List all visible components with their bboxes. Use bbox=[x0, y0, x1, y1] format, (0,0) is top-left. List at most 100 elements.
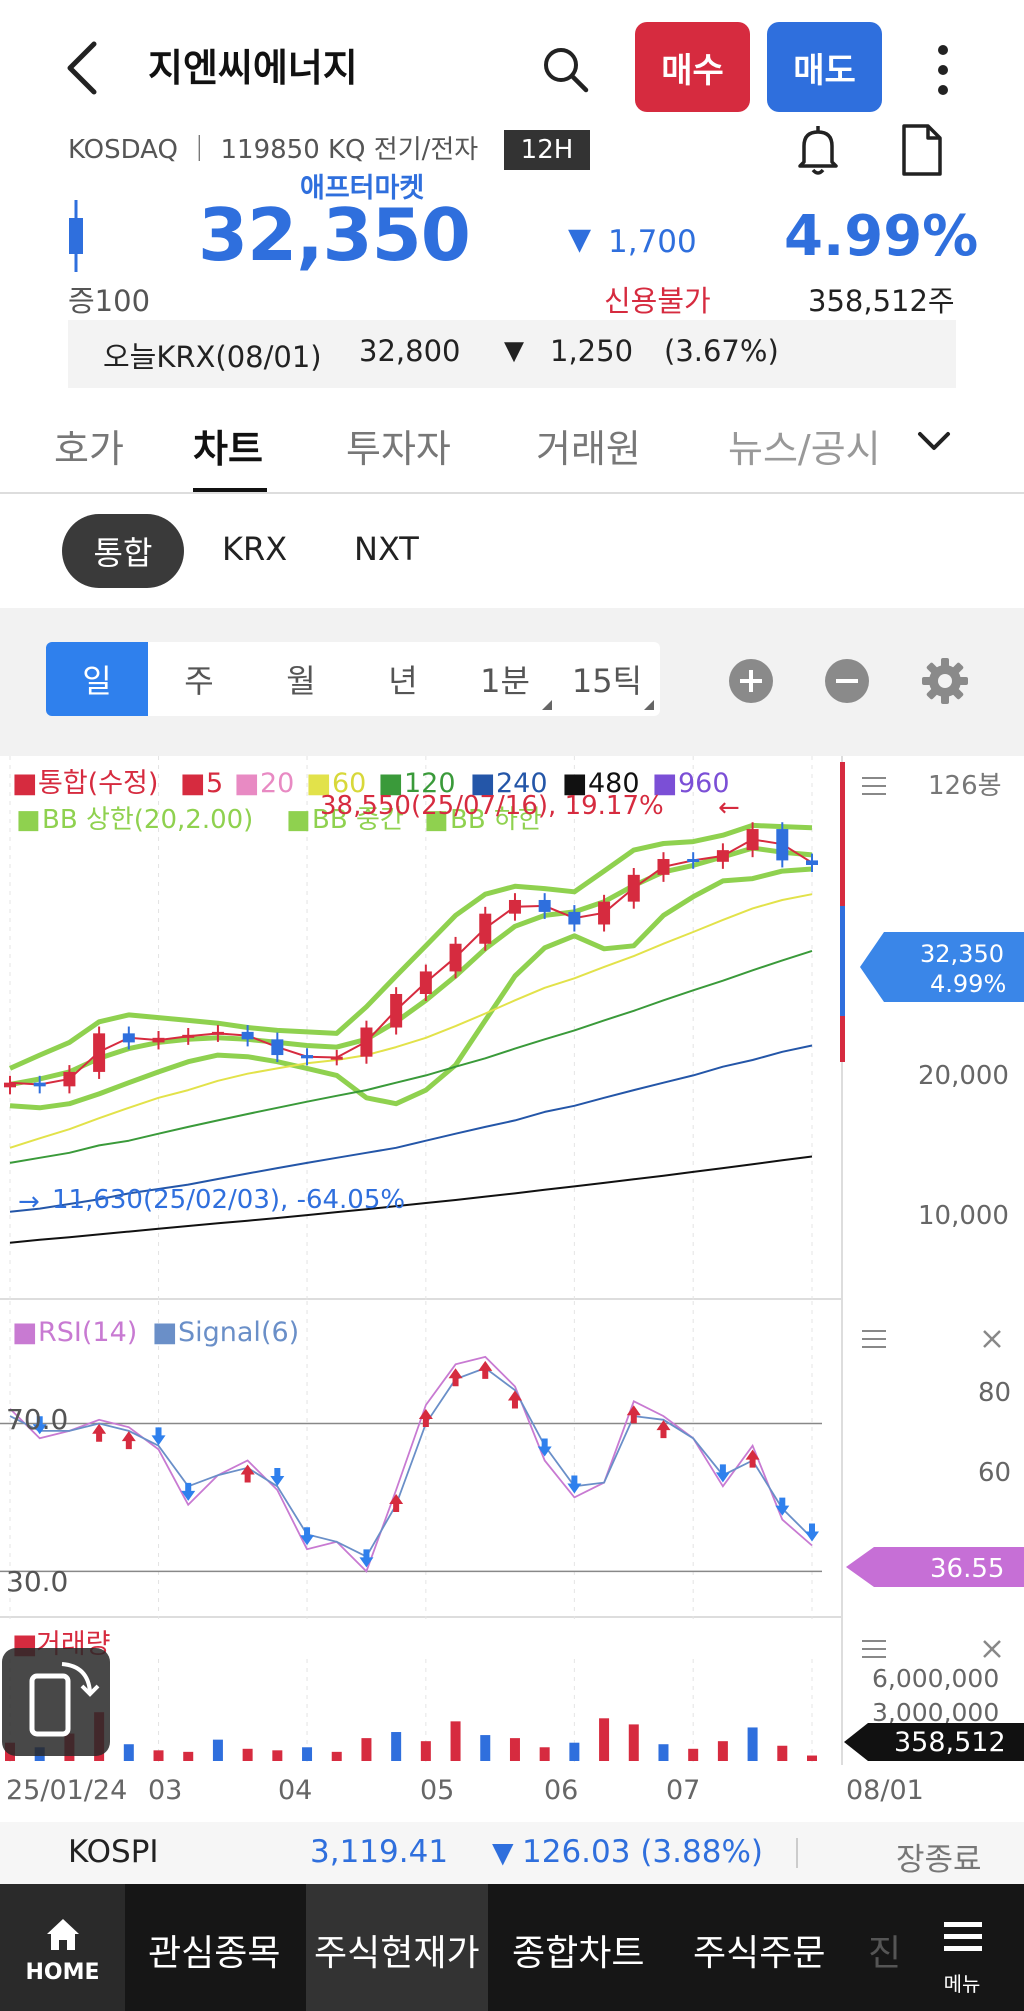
zoom-out-icon[interactable] bbox=[824, 658, 870, 704]
buy-button[interactable]: 매수 bbox=[635, 22, 750, 112]
period-day-button[interactable]: 일 bbox=[46, 642, 148, 716]
period-minute-button[interactable]: 1분 bbox=[480, 662, 530, 700]
candle-body bbox=[241, 1031, 254, 1040]
stock-name: 지엔씨에너지 bbox=[148, 46, 358, 90]
exchange-krx-button[interactable]: KRX bbox=[222, 530, 288, 568]
tab-orderbook[interactable]: 호가 bbox=[54, 427, 124, 471]
exchange-total-button[interactable]: 통합 bbox=[62, 514, 184, 588]
volume-value-tag bbox=[844, 1723, 1024, 1761]
y-tick-label: 10,000 bbox=[918, 1201, 1009, 1231]
volume-bar bbox=[331, 1751, 342, 1761]
candle-body bbox=[716, 850, 729, 862]
volume-bar bbox=[777, 1745, 788, 1761]
candle-body bbox=[806, 860, 818, 865]
volume-label: 358,512주 bbox=[808, 284, 955, 318]
buy-signal-arrow bbox=[92, 1423, 107, 1442]
candle-icon bbox=[69, 200, 83, 272]
period-week-button[interactable]: 주 bbox=[184, 662, 214, 700]
nav-home-button[interactable] bbox=[0, 1884, 125, 2011]
tab-broker[interactable]: 거래원 bbox=[536, 427, 641, 471]
series-line-BB 상한(20,2.00) bbox=[8, 822, 813, 1071]
candle-body bbox=[598, 901, 611, 925]
date-tick: 04 bbox=[278, 1775, 312, 1806]
document-icon[interactable] bbox=[898, 122, 946, 178]
volume-bar bbox=[688, 1748, 699, 1761]
nav-chart[interactable]: 종합차트 bbox=[512, 1933, 645, 1974]
series-line-120 bbox=[9, 949, 813, 1164]
series-line-240 bbox=[9, 1044, 813, 1213]
exchange-nxt-button[interactable]: NXT bbox=[354, 530, 419, 568]
y-tick-label: 80 bbox=[978, 1378, 1011, 1408]
volume-bar bbox=[807, 1755, 817, 1761]
credit-status-label: 신용불가 bbox=[604, 284, 711, 318]
price-chart[interactable]: ■ 통합(수정) ■ 5 ■ 20 ■ 60 ■ 120 ■ 240 ■ 480… bbox=[0, 756, 1024, 1301]
bell-icon[interactable] bbox=[790, 122, 846, 178]
legend-item: ■ bbox=[12, 768, 38, 799]
rotate-screen-icon[interactable] bbox=[2, 1648, 110, 1756]
tab-investor[interactable]: 투자자 bbox=[346, 427, 451, 471]
candle-body bbox=[390, 993, 403, 1028]
high-annotation: 38,550(25/07/16), 19.17% bbox=[320, 791, 664, 821]
more-vertical-icon[interactable] bbox=[925, 40, 961, 100]
rsi-chart[interactable]: ■ RSI(14) ■ Signal(6) 70.0 30.0 80 60 36… bbox=[0, 1301, 1024, 1619]
period-month-button[interactable]: 월 bbox=[286, 662, 316, 700]
candle-body bbox=[63, 1071, 76, 1087]
hamburger-icon[interactable] bbox=[862, 1330, 886, 1348]
sell-signal-arrow bbox=[151, 1427, 166, 1446]
volume-bar bbox=[569, 1742, 580, 1761]
period-tick-button[interactable]: 15틱 bbox=[571, 662, 643, 700]
volume-bar bbox=[420, 1741, 431, 1761]
candle-body bbox=[182, 1034, 195, 1038]
hamburger-icon[interactable] bbox=[862, 777, 886, 795]
nav-current-price[interactable]: 주식현재가 bbox=[314, 1933, 480, 1974]
buy-signal-arrow bbox=[507, 1390, 522, 1409]
volume-bar bbox=[391, 1732, 402, 1761]
krx-change: 1,250 bbox=[550, 334, 634, 368]
aftermarket-label: 애프터마켓 bbox=[300, 173, 425, 204]
index-ticker-bar[interactable] bbox=[0, 1822, 1024, 1884]
tab-news[interactable]: 뉴스/공시 bbox=[728, 427, 881, 471]
volume-chart[interactable]: ■ 거래량 6,000,000 3,000,000 358,512 bbox=[0, 1619, 1024, 1765]
index-name: KOSPI bbox=[68, 1834, 159, 1870]
zoom-in-icon[interactable] bbox=[728, 658, 774, 704]
volume-bar bbox=[183, 1751, 194, 1761]
change-value: 1,700 bbox=[608, 224, 697, 260]
volume-bar bbox=[302, 1747, 313, 1761]
buy-signal-arrow bbox=[240, 1464, 255, 1483]
candle-body bbox=[776, 829, 789, 861]
close-icon[interactable] bbox=[983, 1330, 1001, 1348]
bottom-navigation bbox=[0, 1884, 1024, 2011]
legend-label: 960 bbox=[678, 768, 730, 799]
legend-item: ■ bbox=[16, 805, 41, 835]
nav-watchlist[interactable]: 관심종목 bbox=[148, 1933, 281, 1974]
buy-signal-arrow bbox=[626, 1405, 641, 1424]
legend-label: Signal(6) bbox=[178, 1317, 299, 1348]
volume-bar bbox=[153, 1750, 164, 1761]
sell-button[interactable]: 매도 bbox=[767, 22, 882, 112]
hamburger-icon[interactable] bbox=[862, 1640, 886, 1658]
date-tick: 25/01/24 bbox=[6, 1775, 127, 1806]
back-chevron-icon[interactable] bbox=[58, 38, 108, 98]
nav-overflow-item[interactable]: 진 bbox=[868, 1933, 902, 1974]
sell-signal-arrow bbox=[715, 1464, 730, 1483]
tabs-divider bbox=[0, 492, 1024, 494]
tab-chart[interactable]: 차트 bbox=[193, 427, 263, 471]
legend-item: ■ bbox=[424, 805, 449, 835]
legend-label: 60 bbox=[332, 768, 366, 799]
volume-bar bbox=[361, 1738, 372, 1761]
candle-body bbox=[301, 1055, 314, 1059]
search-icon[interactable] bbox=[540, 44, 590, 94]
close-icon[interactable] bbox=[983, 1640, 1001, 1658]
gear-icon[interactable] bbox=[920, 656, 970, 706]
low-arrow-icon: → bbox=[18, 1187, 40, 1217]
sell-signal-arrow bbox=[775, 1497, 790, 1516]
rsi-value-tag-text: 36.55 bbox=[930, 1554, 1004, 1584]
period-year-button[interactable]: 년 bbox=[388, 662, 418, 700]
volume-bar bbox=[509, 1738, 520, 1761]
nav-order[interactable]: 주식주문 bbox=[693, 1933, 826, 1974]
buy-signal-arrow bbox=[418, 1408, 433, 1427]
chevron-down-icon[interactable] bbox=[916, 428, 952, 456]
session-badge[interactable]: 12H bbox=[504, 130, 590, 170]
legend-item: ■ bbox=[12, 1317, 38, 1348]
volume-bar bbox=[747, 1727, 758, 1761]
